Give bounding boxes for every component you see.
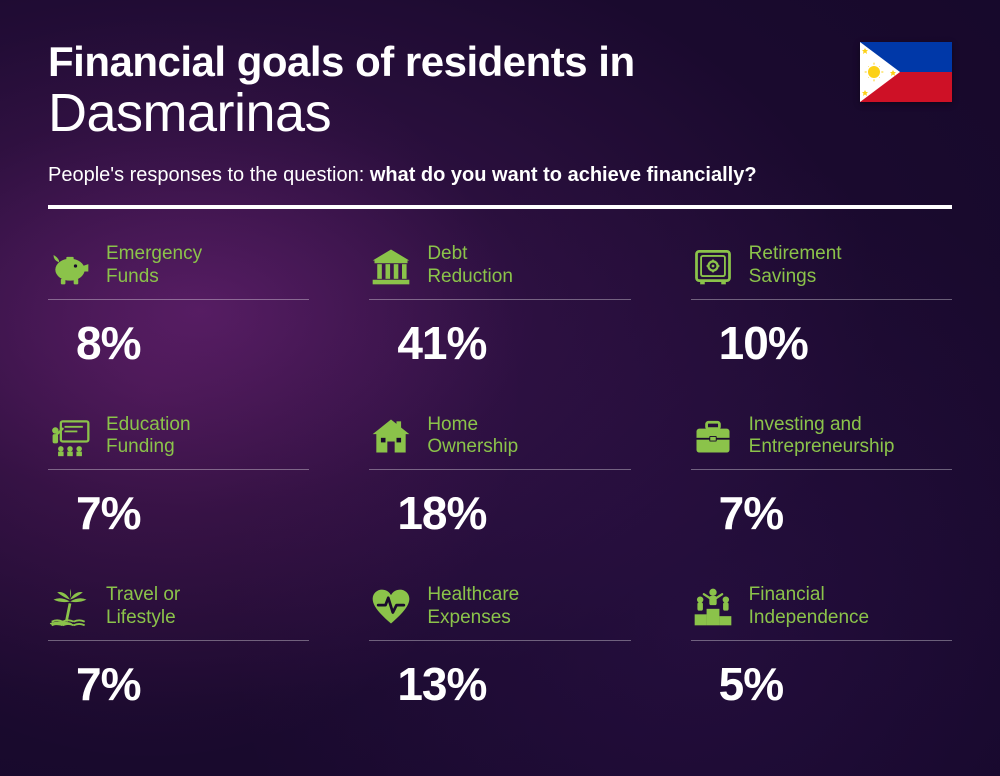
- briefcase-icon: [691, 414, 735, 458]
- stat-label: DebtReduction: [427, 243, 513, 289]
- subtitle: People's responses to the question: what…: [48, 164, 952, 187]
- title-line-2: Dasmarinas: [48, 82, 952, 144]
- palm-tree-icon: [48, 585, 92, 629]
- stat-label: RetirementSavings: [749, 243, 842, 289]
- stat-cell: Investing andEntrepreneurship 7%: [691, 414, 952, 541]
- stat-label: EmergencyFunds: [106, 243, 202, 289]
- stat-cell: EmergencyFunds 8%: [48, 243, 309, 370]
- stat-header: Investing andEntrepreneurship: [691, 414, 952, 471]
- stat-cell: RetirementSavings 10%: [691, 243, 952, 370]
- stat-header: DebtReduction: [369, 243, 630, 300]
- piggy-bank-icon: [48, 244, 92, 288]
- stats-grid: EmergencyFunds 8% DebtReduction 41% Retireme…: [48, 243, 952, 711]
- divider: [48, 205, 952, 209]
- stat-header: RetirementSavings: [691, 243, 952, 300]
- stat-label: Investing andEntrepreneurship: [749, 414, 895, 460]
- podium-icon: [691, 585, 735, 629]
- subtitle-plain: People's responses to the question:: [48, 164, 370, 186]
- stat-cell: HealthcareExpenses 13%: [369, 584, 630, 711]
- subtitle-bold: what do you want to achieve financially?: [370, 164, 757, 186]
- title-line-1: Financial goals of residents in: [48, 38, 952, 86]
- stat-header: HomeOwnership: [369, 414, 630, 471]
- stat-value: 5%: [691, 657, 952, 711]
- stat-value: 13%: [369, 657, 630, 711]
- stat-header: EducationFunding: [48, 414, 309, 471]
- stat-cell: Travel orLifestyle 7%: [48, 584, 309, 711]
- stat-value: 41%: [369, 316, 630, 370]
- stat-cell: EducationFunding 7%: [48, 414, 309, 541]
- stat-header: HealthcareExpenses: [369, 584, 630, 641]
- stat-label: FinancialIndependence: [749, 584, 869, 630]
- stat-value: 18%: [369, 486, 630, 540]
- stat-cell: HomeOwnership 18%: [369, 414, 630, 541]
- stat-cell: DebtReduction 41%: [369, 243, 630, 370]
- stat-header: FinancialIndependence: [691, 584, 952, 641]
- stat-label: HealthcareExpenses: [427, 584, 519, 630]
- stat-label: Travel orLifestyle: [106, 584, 180, 630]
- stat-header: Travel orLifestyle: [48, 584, 309, 641]
- stat-value: 10%: [691, 316, 952, 370]
- stat-value: 7%: [48, 486, 309, 540]
- safe-icon: [691, 244, 735, 288]
- header: Financial goals of residents in Dasmarin…: [48, 38, 952, 187]
- stat-label: EducationFunding: [106, 414, 191, 460]
- bank-icon: [369, 244, 413, 288]
- stat-header: EmergencyFunds: [48, 243, 309, 300]
- heart-pulse-icon: [369, 585, 413, 629]
- stat-value: 7%: [691, 486, 952, 540]
- stat-value: 7%: [48, 657, 309, 711]
- stat-label: HomeOwnership: [427, 414, 518, 460]
- education-icon: [48, 414, 92, 458]
- philippines-flag-icon: [860, 42, 952, 102]
- stat-value: 8%: [48, 316, 309, 370]
- stat-cell: FinancialIndependence 5%: [691, 584, 952, 711]
- house-icon: [369, 414, 413, 458]
